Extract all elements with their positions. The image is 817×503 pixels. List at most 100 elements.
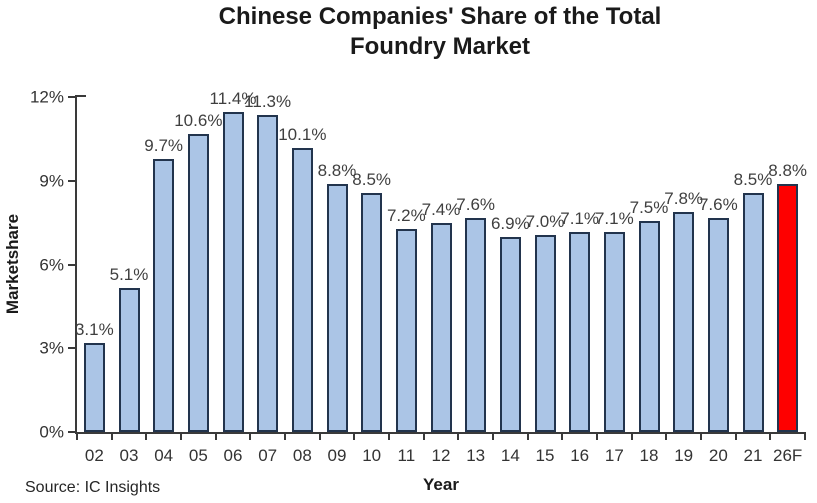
x-tick-mark bbox=[769, 432, 772, 440]
bar-slot-26F bbox=[770, 97, 805, 432]
bar-slot-11 bbox=[389, 97, 424, 432]
bar-slot-21 bbox=[736, 97, 771, 432]
y-tick-label-12%: 12% bbox=[29, 87, 64, 107]
x-tick-label-15: 15 bbox=[535, 446, 555, 465]
bar-09 bbox=[326, 184, 348, 432]
bar-slot-16 bbox=[562, 97, 597, 432]
bar-02 bbox=[83, 343, 105, 432]
x-tick-mark bbox=[318, 432, 321, 440]
bar-slot-03 bbox=[112, 97, 147, 432]
x-tick-label-13: 13 bbox=[466, 446, 486, 465]
y-tick-mark bbox=[68, 347, 77, 350]
bar-03 bbox=[118, 287, 140, 432]
bar-value-label-06: 11.4% bbox=[209, 88, 257, 108]
bar-value-label-09: 8.8% bbox=[317, 161, 357, 181]
bar-value-label-02: 3.1% bbox=[74, 320, 114, 340]
x-tick-label-06: 06 bbox=[223, 446, 243, 465]
bar-slot-18 bbox=[632, 97, 667, 432]
bar-value-label-11: 7.2% bbox=[386, 206, 426, 225]
x-tick-label-03: 03 bbox=[119, 446, 139, 465]
x-tick-mark bbox=[180, 432, 182, 440]
x-tick-label-11: 11 bbox=[397, 446, 416, 465]
y-tick-mark bbox=[68, 263, 77, 266]
chart-title-line-1: Chinese Companies' Share of the Total bbox=[218, 3, 662, 30]
x-tick-mark bbox=[145, 432, 148, 440]
x-tick-mark bbox=[353, 432, 356, 440]
bar-slot-04 bbox=[146, 97, 181, 432]
bar-11 bbox=[395, 229, 417, 432]
bar-slot-06 bbox=[216, 97, 251, 432]
x-tick-label-09: 09 bbox=[327, 446, 347, 465]
bar-value-label-03: 5.1% bbox=[109, 264, 149, 284]
x-tick-mark bbox=[214, 432, 217, 440]
bar-slot-13 bbox=[458, 97, 493, 432]
bar-slot-09 bbox=[320, 97, 355, 432]
y-tick-label-0%: 0% bbox=[39, 422, 64, 442]
x-tick-label-12: 12 bbox=[431, 446, 451, 465]
y-tick-mark bbox=[68, 96, 77, 98]
bar-12 bbox=[430, 223, 452, 432]
x-tick-label-20: 20 bbox=[708, 446, 728, 465]
bar-18 bbox=[638, 220, 660, 432]
x-tick-mark bbox=[596, 432, 598, 440]
bar-value-label-26F: 8.8% bbox=[768, 161, 808, 181]
bar-value-label-18: 7.5% bbox=[629, 197, 669, 217]
x-tick-mark bbox=[388, 432, 390, 440]
bar-value-label-15: 7.0% bbox=[525, 211, 565, 231]
bar-value-label-10: 8.5% bbox=[352, 169, 392, 189]
y-tick-label-3%: 3% bbox=[39, 338, 64, 358]
chart-title-line-2: Foundry Market bbox=[349, 33, 531, 60]
x-tick-mark bbox=[804, 432, 806, 440]
bar-slot-07 bbox=[250, 97, 285, 432]
bar-04 bbox=[153, 159, 175, 432]
y-axis-title: Marketshare bbox=[3, 213, 22, 315]
x-axis-title: Year bbox=[423, 475, 459, 494]
x-tick-label-10: 10 bbox=[362, 446, 382, 465]
bar-slot-12 bbox=[424, 97, 459, 432]
x-tick-label-19: 19 bbox=[674, 446, 694, 465]
bar-21 bbox=[742, 192, 764, 432]
y-tick-mark bbox=[68, 179, 77, 182]
x-tick-label-08: 08 bbox=[292, 446, 312, 465]
x-tick-label-16: 16 bbox=[570, 446, 590, 465]
bar-slot-17 bbox=[597, 97, 632, 432]
x-tick-label-14: 14 bbox=[500, 446, 520, 465]
x-tick-label-07: 07 bbox=[258, 446, 278, 465]
bar-value-label-16: 7.1% bbox=[560, 208, 600, 228]
x-tick-label-04: 04 bbox=[154, 446, 174, 465]
bar-value-label-21: 8.5% bbox=[733, 169, 773, 189]
x-tick-mark bbox=[284, 432, 286, 440]
bar-value-label-08: 10.1% bbox=[278, 125, 327, 145]
bar-value-label-17: 7.1% bbox=[594, 208, 634, 228]
bar-slot-19 bbox=[666, 97, 701, 432]
bar-19 bbox=[673, 212, 695, 432]
y-axis-top-cap bbox=[75, 95, 86, 97]
bar-value-label-07: 11.3% bbox=[244, 91, 292, 111]
bar-slot-02 bbox=[77, 97, 112, 432]
bar-value-label-05: 10.6% bbox=[174, 111, 223, 131]
y-tick-label-9%: 9% bbox=[39, 171, 64, 191]
bar-13 bbox=[465, 217, 487, 432]
x-tick-label-02: 02 bbox=[84, 446, 104, 465]
bar-value-label-14: 6.9% bbox=[490, 214, 530, 234]
bar-20 bbox=[707, 217, 729, 432]
bar-value-label-19: 7.8% bbox=[664, 189, 704, 209]
x-tick-mark bbox=[422, 432, 425, 440]
x-tick-mark bbox=[526, 432, 529, 440]
x-tick-mark bbox=[492, 432, 494, 440]
bar-17 bbox=[603, 231, 625, 432]
bar-slot-08 bbox=[285, 97, 320, 432]
x-tick-mark bbox=[561, 432, 564, 440]
bar-slot-10 bbox=[354, 97, 389, 432]
bar-slot-14 bbox=[493, 97, 528, 432]
x-tick-mark bbox=[700, 432, 702, 440]
bar-16 bbox=[569, 231, 591, 432]
y-tick-mark bbox=[68, 431, 77, 433]
x-tick-mark bbox=[665, 432, 668, 440]
chart-title: Chinese Companies' Share of the Total Fo… bbox=[75, 2, 805, 62]
bar-08 bbox=[291, 148, 313, 432]
bar-05 bbox=[187, 134, 209, 432]
y-tick-label-6%: 6% bbox=[39, 255, 64, 274]
source-note: Source: IC Insights bbox=[25, 479, 161, 496]
